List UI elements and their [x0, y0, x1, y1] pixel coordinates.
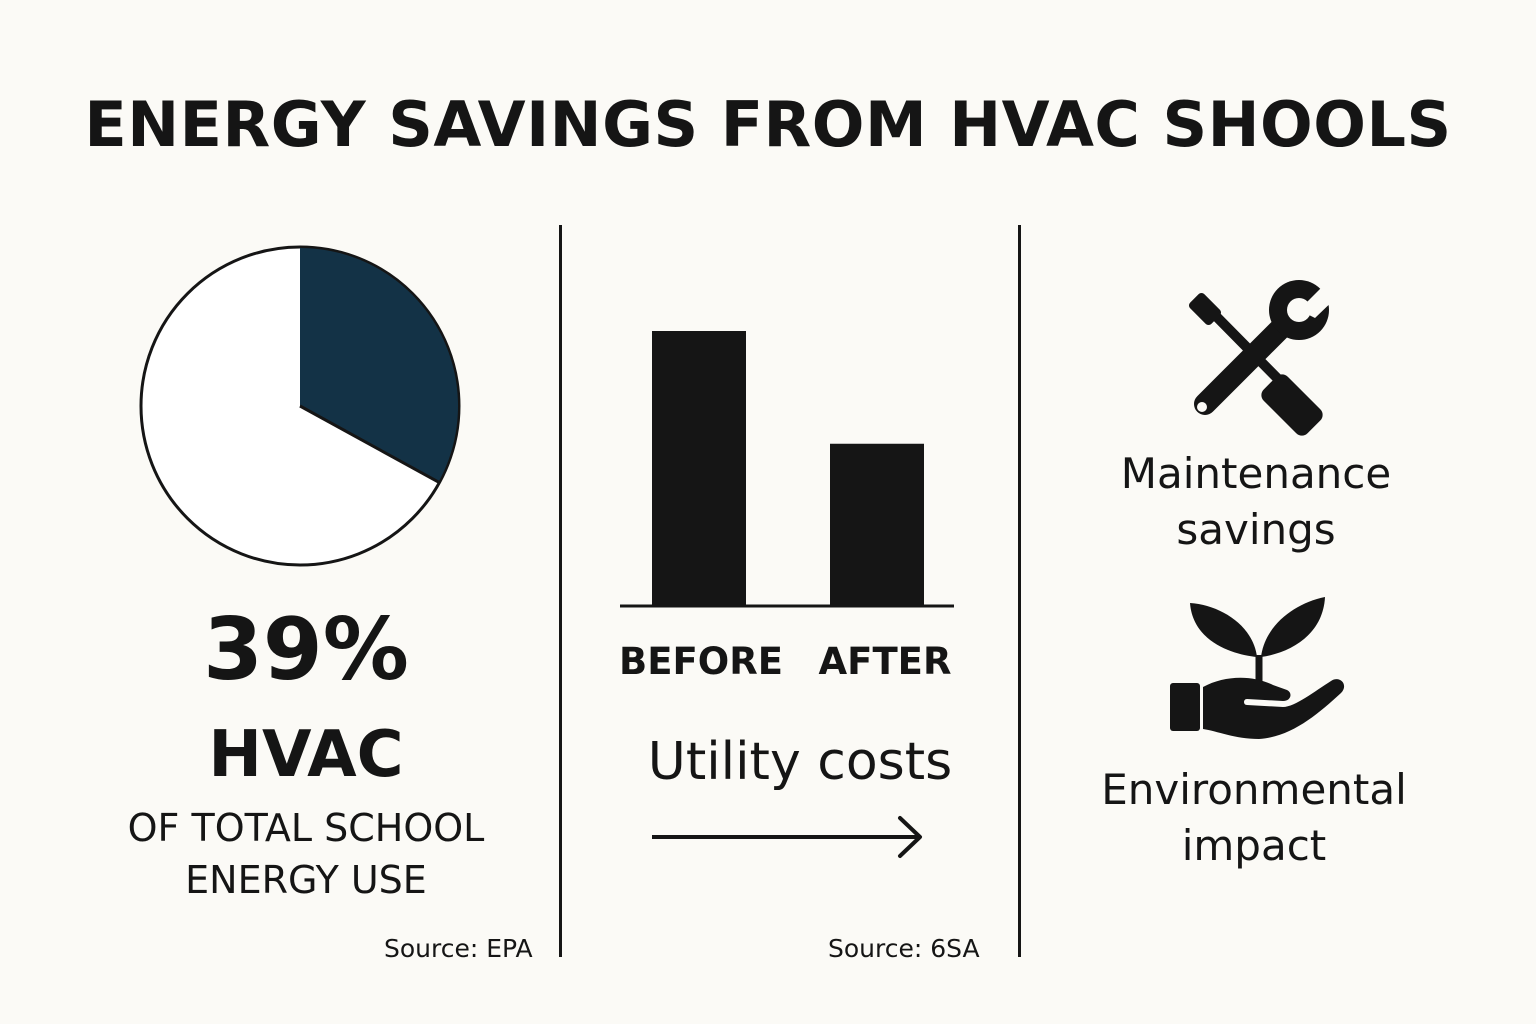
feature-environment-line1: Environmental	[1101, 765, 1407, 814]
bar-before	[652, 331, 746, 606]
pie-slice-hvac	[300, 248, 459, 483]
pie-subtitle-line1: OF TOTAL SCHOOL	[127, 806, 485, 850]
bar-label-after: AFTER	[818, 640, 952, 683]
bar-label-before: BEFORE	[619, 640, 783, 683]
right-arrow-icon	[652, 816, 922, 858]
bar-chart	[620, 331, 954, 608]
divider-right	[1018, 225, 1021, 957]
bar-after	[830, 443, 924, 606]
pie-percent-value: 39%	[203, 600, 409, 700]
page-title: ENERGY SAVINGS FROM HVAC SHOOLS	[84, 88, 1452, 161]
left-source-note: Source: EPA	[384, 934, 533, 963]
pie-chart	[139, 245, 461, 567]
utility-costs-caption: Utility costs	[647, 732, 953, 792]
pie-subtitle-line2: ENERGY USE	[185, 858, 427, 902]
feature-maintenance-line2: savings	[1176, 505, 1336, 554]
feature-maintenance-line1: Maintenance	[1120, 449, 1392, 498]
hand-sprout-icon	[1170, 597, 1345, 739]
pie-slice-edge	[299, 404, 440, 484]
divider-left	[559, 225, 562, 957]
feature-environment-line2: impact	[1181, 821, 1327, 870]
wrench-screwdriver-icon	[1188, 274, 1340, 436]
middle-source-note: Source: 6SA	[828, 934, 980, 963]
pie-category-label: HVAC	[208, 718, 404, 792]
